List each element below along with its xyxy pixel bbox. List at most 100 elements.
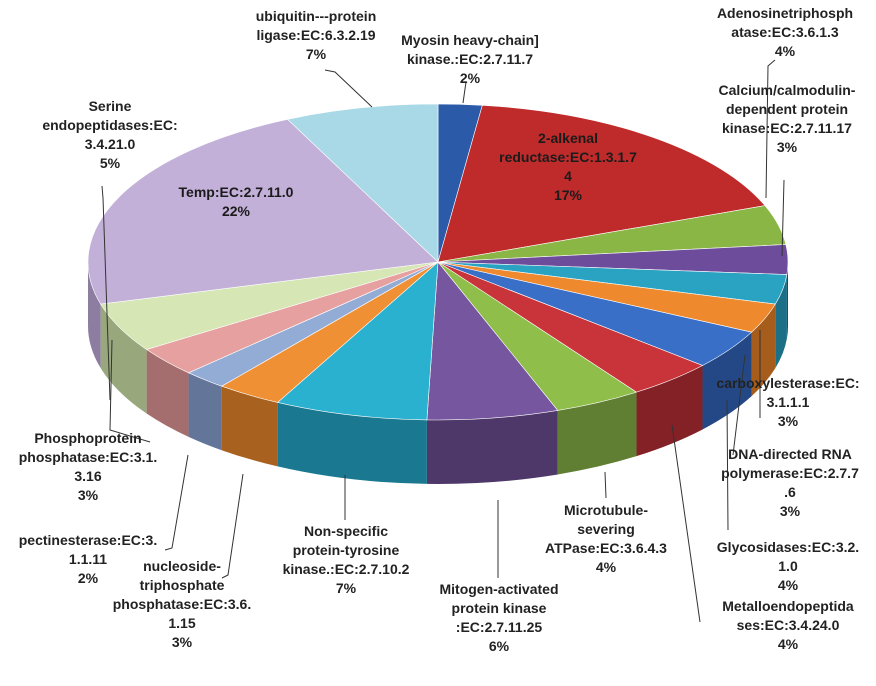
slice-percent: 3%: [780, 503, 801, 519]
pie-slice-side: [277, 402, 427, 484]
slice-label: Mitogen-activated protein kinase :EC:2.7.1…: [439, 581, 558, 654]
slice-label: Adenosinetriphosph atase:EC:3.6.1.3 4%: [717, 5, 853, 59]
slice-percent: 3%: [172, 634, 193, 650]
slice-label-line: kinase.:EC:2.7.10.2: [283, 561, 410, 577]
leader-line: [164, 454, 189, 551]
slice-label-line: 1.15: [168, 615, 195, 631]
slice-label-line: .6: [784, 484, 796, 500]
slice-label-line: 3.1.1.1: [767, 394, 810, 410]
leader-line: [604, 471, 607, 499]
slice-label: Microtubule-severing ATPase:EC:3.6.4.3 4%: [545, 502, 667, 575]
slice-percent: 7%: [336, 580, 357, 596]
slice-label-line: 1.0: [778, 558, 798, 574]
slice-label-line: endopeptidases:EC:: [42, 117, 177, 133]
pie-slice-side: [88, 262, 101, 369]
pie-slice-side: [775, 274, 787, 369]
slice-label-line: Myosin heavy-chain]: [401, 32, 539, 48]
leader-line: [765, 59, 776, 199]
slice-percent: 4%: [778, 577, 799, 593]
pie-slice: [276, 261, 439, 421]
pie-slice-side: [188, 372, 222, 451]
slice-label: Calcium/calmodulin-dependent protein kina…: [719, 82, 856, 155]
slice-label-line: ubiquitin---protein: [256, 8, 377, 24]
slice-label-line: Phosphoprotein: [34, 430, 141, 446]
leader-line: [781, 179, 785, 257]
slice-label-line: ses:EC:3.4.24.0: [737, 617, 840, 633]
slice-label-line: DNA-directed RNA: [728, 446, 852, 462]
slice-percent: 5%: [100, 155, 121, 171]
pie-sides: [88, 262, 788, 484]
slice-label-line: kinase:EC:2.7.11.17: [722, 120, 852, 136]
slice-label-line: carboxylesterase:EC:: [716, 375, 859, 391]
pie-slice-side: [786, 262, 788, 339]
pie-slice: [87, 119, 439, 305]
slice-percent: 4%: [596, 559, 617, 575]
slice-label-line: ATPase:EC:3.6.4.3: [545, 540, 667, 556]
pie-slice-side: [100, 304, 147, 414]
pie-slice: [426, 261, 559, 421]
slice-label-line: Mitogen-activated: [439, 581, 558, 597]
slice-label: Non-specific protein-tyrosine kinase.:EC:2…: [283, 523, 410, 596]
pie-slice-side: [751, 304, 776, 397]
slice-label-line: Adenosinetriphosph: [717, 5, 853, 21]
pie-slice: [437, 104, 766, 263]
slice-label-line: triphosphate: [140, 577, 225, 593]
slice-label-line: phosphatase:EC:3.6.: [113, 596, 251, 612]
slice-label: 2-alkenal reductase:EC:1.3.1.7 4 17%: [499, 130, 637, 203]
slice-label-line: 3.16: [74, 468, 101, 484]
slice-label-line: 2-alkenal: [538, 130, 598, 146]
leader-line: [109, 339, 151, 443]
leader-line: [462, 81, 467, 104]
pie-slice-side: [146, 349, 189, 437]
slice-label-line: 1.1.11: [69, 551, 107, 567]
slice-labels: Myosin heavy-chain] kinase.:EC:2.7.11.7 2%…: [19, 5, 860, 654]
slice-label-line: protein kinase: [452, 600, 547, 616]
slice-percent: 4%: [775, 43, 796, 59]
slice-label: Phosphoprotein phosphatase:EC:3.1. 3.16 3%: [19, 430, 157, 503]
slice-percent: 4%: [778, 636, 799, 652]
slice-label: Serine endopeptidases:EC: 3.4.21.0 5%: [42, 98, 177, 171]
slice-label-line: phosphatase:EC:3.1.: [19, 449, 157, 465]
pie-slice: [286, 103, 439, 263]
slice-label-line: Metalloendopeptida: [722, 598, 854, 614]
pie-slices: [87, 103, 789, 421]
slice-percent: 3%: [777, 139, 798, 155]
slice-label: Myosin heavy-chain] kinase.:EC:2.7.11.7 2%: [401, 32, 539, 86]
slice-label-line: atase:EC:3.6.1.3: [731, 24, 839, 40]
slice-label-line: polymerase:EC:2.7.7: [721, 465, 859, 481]
slice-label: DNA-directed RNA polymerase:EC:2.7.7 .6 3%: [721, 446, 859, 519]
slice-label-line: :EC:2.7.11.25: [456, 619, 543, 635]
leader-line: [101, 185, 111, 401]
slice-percent: 17%: [554, 187, 583, 203]
leader-line: [324, 69, 373, 108]
slice-label-line: nucleoside-: [143, 558, 221, 574]
slice-label-line: protein-tyrosine: [293, 542, 400, 558]
slice-label: ubiquitin---protein ligase:EC:6.3.2.19 7%: [256, 8, 377, 62]
slice-percent: 3%: [778, 413, 799, 429]
slice-percent: 2%: [460, 70, 481, 86]
slice-label-line: Temp:EC:2.7.11.0: [179, 184, 294, 200]
slice-label-line: Calcium/calmodulin-: [719, 82, 856, 98]
pie-slice-side: [221, 386, 278, 467]
pie-slice-side: [426, 410, 558, 484]
slice-label: pectinesterase:EC:3. 1.1.11 2%: [19, 532, 158, 586]
slice-label: Metalloendopeptida ses:EC:3.4.24.0 4%: [722, 598, 854, 652]
slice-label-line: Serine: [89, 98, 132, 114]
slice-percent: 2%: [78, 570, 99, 586]
slice-label-line: kinase.:EC:2.7.11.7: [407, 51, 533, 67]
leader-line: [726, 399, 729, 531]
slice-label-line: 4: [564, 168, 572, 184]
slice-label-line: severing: [577, 521, 635, 537]
slice-percent: 22%: [222, 203, 251, 219]
slice-percent: 7%: [306, 46, 327, 62]
slice-percent: 6%: [489, 638, 510, 654]
slice-label-line: Microtubule-: [564, 502, 648, 518]
pie-slice-side: [636, 365, 703, 457]
leader-line: [221, 473, 244, 579]
slice-percent: 3%: [78, 487, 99, 503]
slice-label: carboxylesterase:EC: 3.1.1.1 3%: [716, 375, 859, 429]
slice-label-line: 3.4.21.0: [85, 136, 136, 152]
slice-label-line: ligase:EC:6.3.2.19: [256, 27, 375, 43]
leader-line: [732, 354, 746, 456]
